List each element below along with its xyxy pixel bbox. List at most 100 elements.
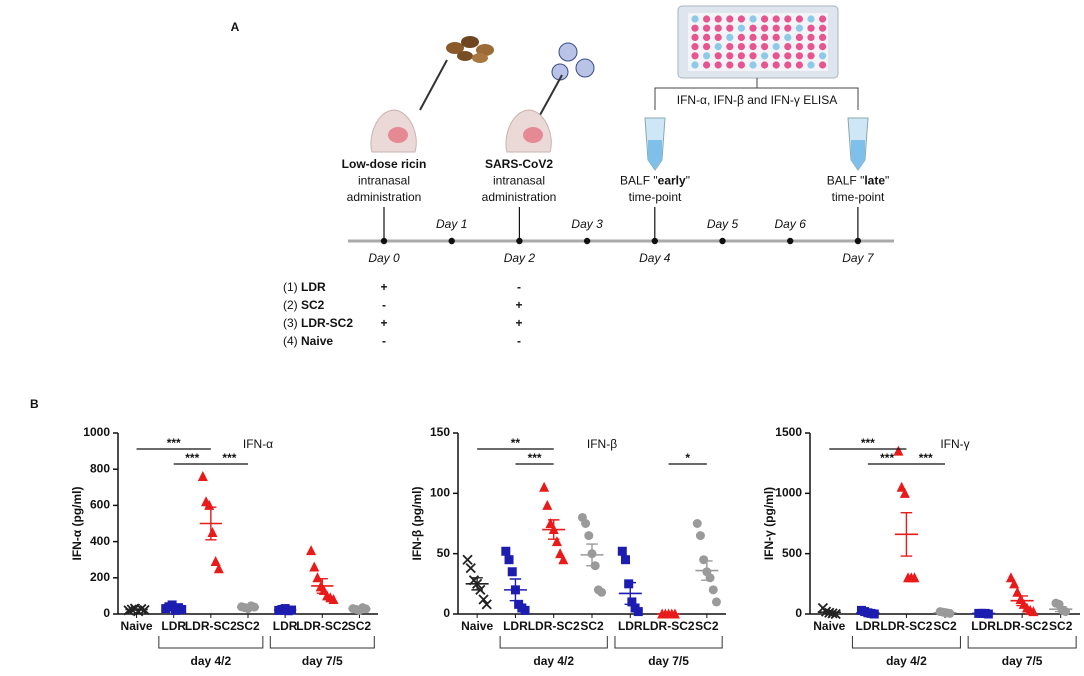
group-label: day 7/5: [302, 654, 343, 668]
well: [807, 24, 815, 32]
y-tick-label: 50: [437, 546, 451, 560]
day-label: Day 6: [775, 217, 807, 231]
day-label: Day 5: [707, 217, 739, 231]
significance-label: *: [685, 451, 690, 465]
x-tick-label: SC2: [1049, 619, 1073, 633]
well: [807, 52, 815, 60]
point: [177, 604, 187, 614]
well: [807, 33, 815, 42]
point: [501, 546, 511, 556]
error-bar: [586, 543, 598, 567]
group-mark: +: [515, 316, 522, 330]
error-bar: [353, 607, 365, 611]
point: [627, 597, 637, 607]
x-tick-label: LDR: [971, 619, 996, 633]
point: [692, 519, 702, 528]
assay-label: IFN-α, IFN-β and IFN-γ ELISA: [677, 93, 838, 107]
point: [328, 594, 339, 605]
error-bar: [1054, 606, 1067, 613]
well: [772, 61, 780, 69]
elisa-plate: [677, 5, 839, 79]
point: [210, 556, 221, 567]
point: [909, 572, 920, 583]
point: [899, 487, 910, 498]
day-label: Day 0: [368, 251, 400, 265]
event-text: administration: [347, 190, 422, 204]
y-tick-label: 1000: [83, 425, 110, 439]
pipette: [419, 59, 448, 111]
well: [761, 52, 769, 60]
day-label: Day 1: [436, 217, 467, 231]
group-label: day 4/2: [533, 654, 574, 668]
significance-label: ***: [185, 451, 199, 465]
well: [749, 61, 757, 69]
error-bar: [509, 578, 522, 602]
group-label: Naive: [301, 334, 333, 348]
error-bar: [862, 611, 874, 615]
well: [691, 52, 699, 60]
point: [167, 600, 177, 610]
well: [772, 15, 780, 23]
day-label: Day 4: [639, 251, 671, 265]
error-bar: [547, 519, 560, 540]
well: [691, 15, 699, 23]
point: [558, 554, 569, 565]
error-bar: [1016, 595, 1028, 607]
well: [703, 52, 711, 60]
error-bar: [279, 608, 291, 611]
well: [703, 33, 711, 42]
point: [633, 607, 643, 617]
group-name: (2) SC2: [283, 298, 325, 312]
well: [761, 15, 769, 23]
point: [1012, 586, 1023, 597]
event-text-part: Low-dose ricin: [342, 157, 427, 171]
well: [761, 24, 769, 32]
well: [807, 43, 815, 51]
event-text-part: ": [885, 174, 889, 188]
group-bracket: [269, 636, 375, 649]
x-tick-label: LDR: [618, 619, 643, 633]
well: [795, 43, 804, 51]
well: [737, 33, 746, 42]
event-text-part: intranasal: [358, 174, 410, 188]
event-text: intranasal: [358, 174, 410, 188]
x-tick-label: SC2: [580, 619, 604, 633]
group-label: day 7/5: [648, 654, 689, 668]
well: [749, 33, 757, 42]
event-text: time-point: [629, 190, 682, 204]
point: [462, 554, 473, 565]
x-tick-label: LDR-SC2: [643, 619, 695, 633]
point: [197, 470, 208, 481]
event-text: SARS-CoV2: [485, 157, 553, 171]
mouse: [370, 109, 417, 153]
group-bracket: [158, 636, 264, 649]
event-text: time-point: [832, 190, 885, 204]
error-bar: [205, 506, 217, 541]
well: [795, 52, 804, 60]
well: [737, 43, 746, 51]
x-tick-label: SC2: [933, 619, 957, 633]
point: [597, 587, 607, 597]
well: [795, 61, 804, 69]
well: [714, 43, 722, 51]
point: [478, 594, 489, 605]
point: [465, 563, 476, 574]
y-axis-label: IFN-γ (pg/ml): [762, 487, 776, 560]
well: [819, 24, 827, 32]
group-mark: -: [382, 334, 386, 348]
event-text-part: time-point: [832, 190, 885, 204]
point: [507, 567, 517, 577]
x-tick-label: LDR-SC2: [528, 619, 580, 633]
event-text: BALF "late": [827, 174, 890, 188]
well: [714, 15, 722, 23]
error-bar: [316, 578, 328, 594]
error-bar: [131, 608, 143, 611]
x-tick-label: LDR: [161, 619, 186, 633]
point: [551, 536, 562, 547]
day-dot: [448, 237, 455, 245]
group-label: day 7/5: [1002, 654, 1043, 668]
significance-label: ***: [528, 451, 542, 465]
y-tick-label: 600: [90, 498, 110, 512]
x-tick-label: SC2: [236, 619, 260, 633]
well: [819, 61, 827, 69]
